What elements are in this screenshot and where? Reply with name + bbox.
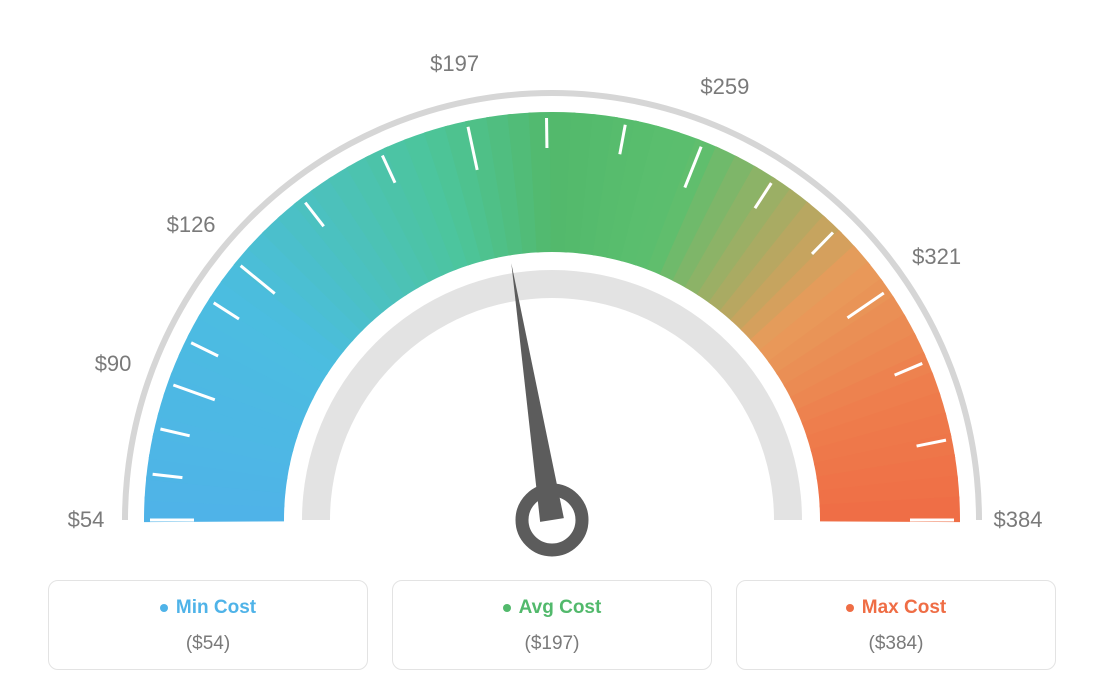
- legend-card-min: Min Cost ($54): [48, 580, 368, 670]
- legend-dot-max: [846, 604, 854, 612]
- legend-dot-avg: [503, 604, 511, 612]
- gauge-tick-label: $321: [912, 244, 961, 270]
- legend-title-text-min: Min Cost: [176, 597, 256, 619]
- gauge-tick-label: $259: [700, 74, 749, 100]
- legend-title-avg: Avg Cost: [503, 597, 602, 619]
- gauge-chart: $54 $90 $126 $197 $259 $321 $384: [0, 0, 1104, 560]
- legend-value-max: ($384): [747, 633, 1045, 655]
- legend-card-max: Max Cost ($384): [736, 580, 1056, 670]
- gauge-tick-label: $197: [430, 51, 479, 77]
- gauge-tick-label: $90: [95, 351, 132, 377]
- legend-dot-min: [160, 604, 168, 612]
- legend-value-avg: ($197): [403, 633, 701, 655]
- gauge-tick-label: $384: [994, 507, 1043, 533]
- legend-title-text-max: Max Cost: [862, 597, 946, 619]
- legend-value-min: ($54): [59, 633, 357, 655]
- gauge-tick-label: $126: [167, 212, 216, 238]
- legend-title-max: Max Cost: [846, 597, 946, 619]
- legend-row: Min Cost ($54) Avg Cost ($197) Max Cost …: [0, 580, 1104, 670]
- legend-title-text-avg: Avg Cost: [519, 597, 602, 619]
- legend-card-avg: Avg Cost ($197): [392, 580, 712, 670]
- gauge-svg: [0, 0, 1104, 560]
- gauge-tick-label: $54: [68, 507, 105, 533]
- legend-title-min: Min Cost: [160, 597, 256, 619]
